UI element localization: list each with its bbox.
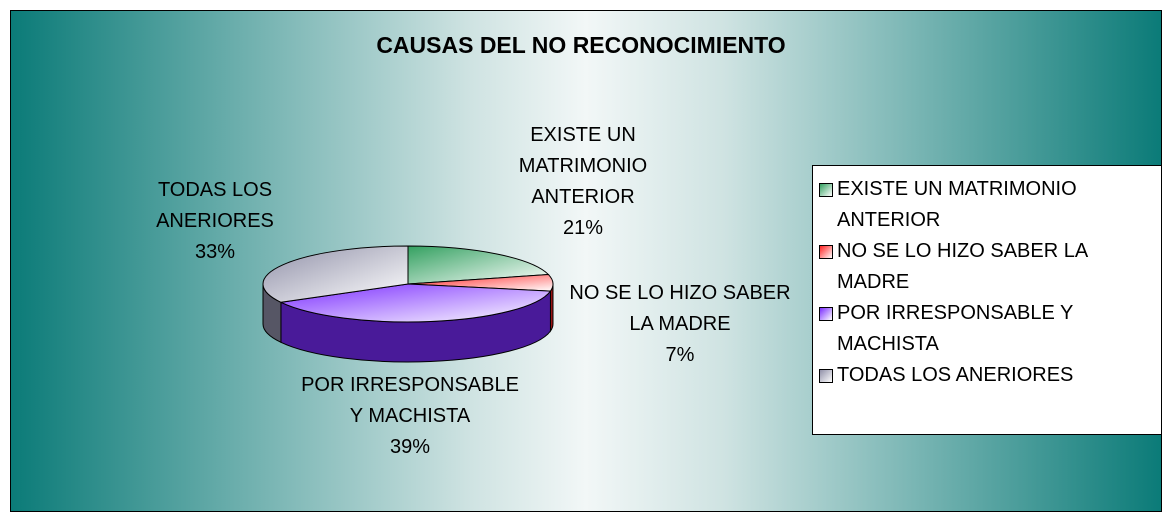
pie-side-shade xyxy=(280,291,551,363)
pie-side-shade xyxy=(550,284,553,332)
legend-entry: EXISTE UN MATRIMONIO ANTERIOR xyxy=(819,174,1155,236)
data-label-category: POR IRRESPONSABLE Y MACHISTA xyxy=(301,374,519,427)
pie-slice xyxy=(262,245,409,303)
legend-entry: POR IRRESPONSABLE Y MACHISTA xyxy=(819,298,1155,360)
chart-title: CAUSAS DEL NO RECONOCIMIENTO xyxy=(376,32,786,58)
pie-slice xyxy=(407,245,550,285)
legend-swatch xyxy=(819,245,833,259)
legend-swatch xyxy=(819,369,833,383)
data-label: NO SE LO HIZO SABER LA MADRE 7% xyxy=(565,278,795,371)
legend-swatch xyxy=(819,183,833,197)
legend-swatch xyxy=(819,307,833,321)
data-label-value: 39% xyxy=(389,436,431,458)
legend-label: POR IRRESPONSABLE Y MACHISTA xyxy=(837,302,1074,355)
legend-entry: TODAS LOS ANERIORES xyxy=(819,360,1155,391)
legend: EXISTE UN MATRIMONIO ANTERIOR NO SE LO HI… xyxy=(812,165,1162,435)
legend-label: NO SE LO HIZO SABER LA MADRE xyxy=(837,240,1088,293)
legend-label: TODAS LOS ANERIORES xyxy=(837,364,1074,386)
data-label-category: NO SE LO HIZO SABER LA MADRE xyxy=(569,282,791,335)
data-label-category: TODAS LOS ANERIORES xyxy=(156,179,274,232)
data-label-category: EXISTE UN MATRIMONIO ANTERIOR xyxy=(518,124,648,208)
data-label: POR IRRESPONSABLE Y MACHISTA 39% xyxy=(295,370,525,463)
legend-label: EXISTE UN MATRIMONIO ANTERIOR xyxy=(837,178,1077,231)
pie-side-shade xyxy=(263,284,281,343)
data-label-value: 33% xyxy=(194,241,236,263)
data-label: TODAS LOS ANERIORES 33% xyxy=(130,175,300,268)
pie-slice xyxy=(279,283,552,323)
data-label-value: 21% xyxy=(562,217,604,239)
data-label: EXISTE UN MATRIMONIO ANTERIOR 21% xyxy=(483,120,683,244)
data-label-value: 7% xyxy=(665,344,695,366)
legend-entry: NO SE LO HIZO SABER LA MADRE xyxy=(819,236,1155,298)
